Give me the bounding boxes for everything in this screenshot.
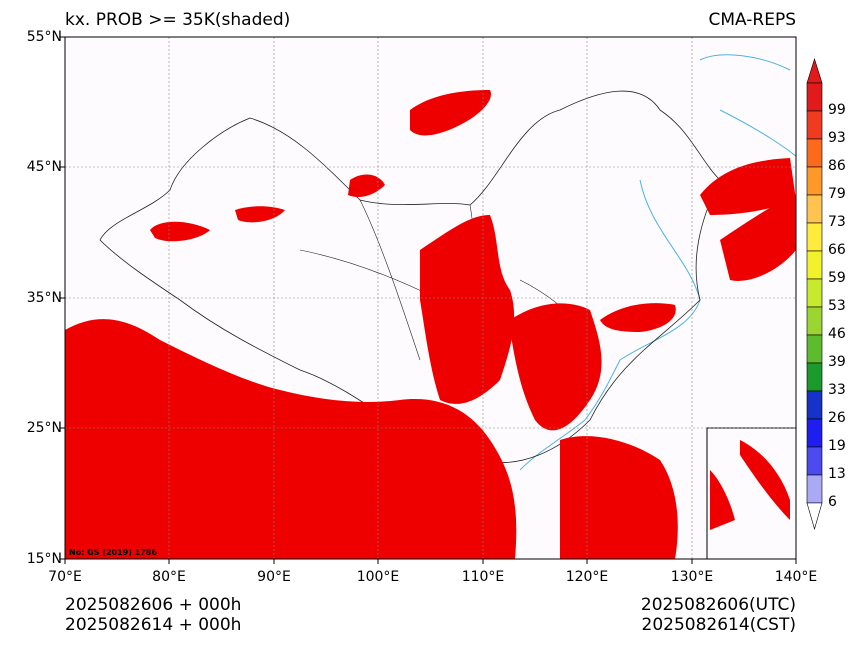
lat-label-35: 35°N <box>26 290 62 306</box>
lat-label-15: 15°N <box>26 551 62 567</box>
colorbar-segment <box>806 418 823 448</box>
colorbar-tick-label: 79 <box>828 186 846 202</box>
lon-label-110: 110°E <box>461 569 505 585</box>
colorbar-tick-label: 53 <box>828 298 846 314</box>
colorbar-segment <box>806 390 823 420</box>
colorbar-tick-label: 46 <box>828 326 846 342</box>
colorbar-segment <box>806 474 823 504</box>
colorbar-max-arrow <box>806 57 823 84</box>
colorbar-segment <box>806 194 823 224</box>
gridlines <box>65 37 796 559</box>
lon-label-100: 100°E <box>356 569 400 585</box>
colorbar-tick-label: 26 <box>828 410 846 426</box>
probability-shading <box>65 90 796 559</box>
colorbar-segment <box>806 82 823 112</box>
colorbar-tick-label: 99 <box>828 102 846 118</box>
colorbar-segment <box>806 166 823 196</box>
footer-init-utc: 2025082606 + 000h <box>65 595 242 615</box>
footer-valid-cst: 2025082614(CST) <box>641 615 796 635</box>
colorbar-segment <box>806 138 823 168</box>
colorbar-tick-label: 66 <box>828 242 846 258</box>
footer-valid-utc: 2025082606(UTC) <box>640 595 796 615</box>
colorbar-segment <box>806 278 823 308</box>
lon-label-120: 120°E <box>565 569 609 585</box>
lon-label-70: 70°E <box>48 569 82 585</box>
axis-ticks <box>60 36 797 564</box>
colorbar-tick-label: 73 <box>828 214 846 230</box>
footer-init-cst: 2025082614 + 000h <box>65 615 242 635</box>
colorbar-segment <box>806 222 823 252</box>
colorbar-tick-label: 33 <box>828 382 846 398</box>
model-name: CMA-REPS <box>708 10 796 30</box>
colorbar-tick-label: 39 <box>828 354 846 370</box>
colorbar-segment <box>806 446 823 476</box>
lon-label-90: 90°E <box>257 569 291 585</box>
colorbar-min-arrow <box>806 502 823 531</box>
inset-shading <box>710 440 790 530</box>
lat-label-25: 25°N <box>26 420 62 436</box>
colorbar-tick-label: 6 <box>828 494 837 510</box>
lat-label-45: 45°N <box>26 159 62 175</box>
colorbar-tick-label: 93 <box>828 130 846 146</box>
colorbar-segment <box>806 334 823 364</box>
footer-right: 2025082606(UTC) 2025082614(CST) <box>641 595 796 635</box>
colorbar-segment <box>806 306 823 336</box>
colorbar-tick-label: 13 <box>828 466 846 482</box>
colorbar-segment <box>806 250 823 280</box>
colorbar-tick-label: 59 <box>828 270 846 286</box>
province-border <box>299 199 601 381</box>
lon-label-80: 80°E <box>152 569 186 585</box>
lat-label-55: 55°N <box>26 29 62 45</box>
lon-label-130: 130°E <box>670 569 714 585</box>
colorbar-tick-label: 19 <box>828 438 846 454</box>
colorbar-tick-label: 86 <box>828 158 846 174</box>
footer-left: 2025082606 + 000h 2025082614 + 000h <box>65 595 241 635</box>
coastline <box>519 54 796 471</box>
attribution-label: No: GS (2019) 1786 <box>69 548 157 557</box>
colorbar-segment <box>806 362 823 392</box>
chart-title: kx. PROB >= 35K(shaded) <box>65 10 291 30</box>
colorbar-segment <box>806 110 823 140</box>
colorbar <box>806 57 823 531</box>
lon-label-140: 140°E <box>774 569 818 585</box>
